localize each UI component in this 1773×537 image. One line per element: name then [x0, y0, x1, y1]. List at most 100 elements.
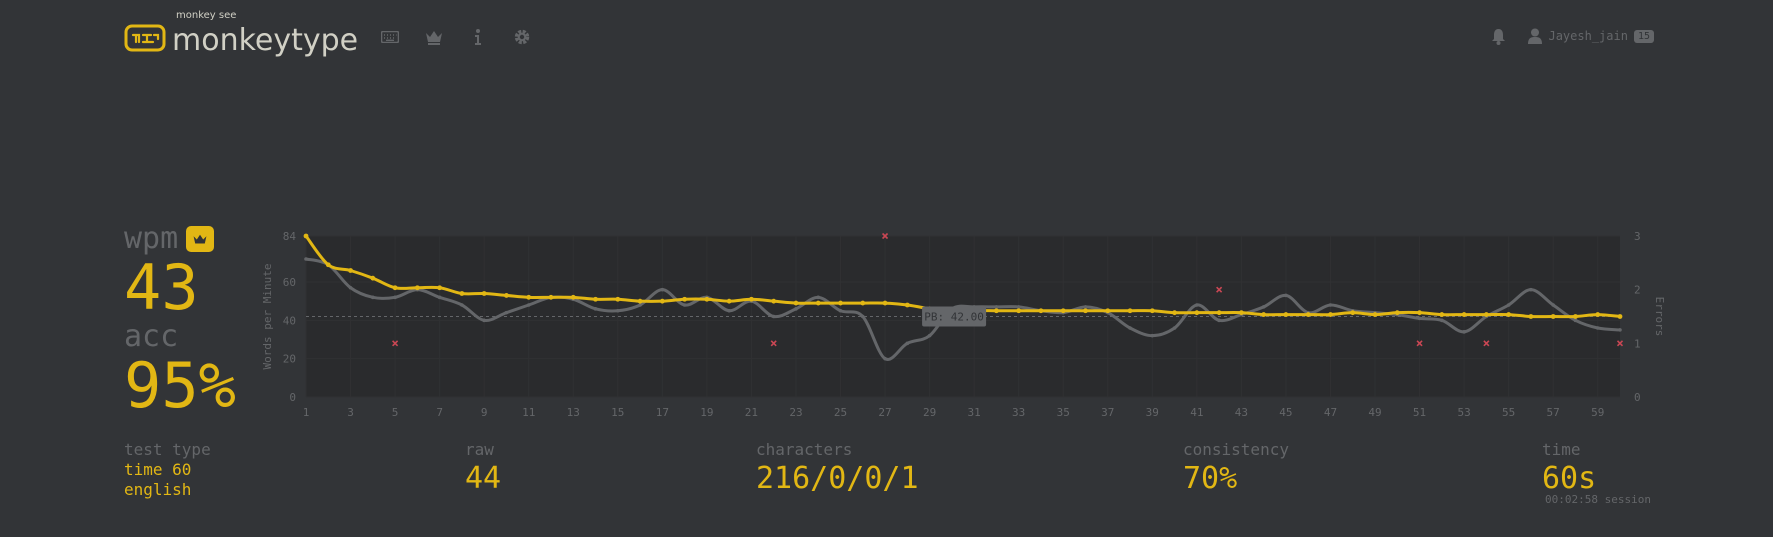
- wpm-point: [615, 296, 621, 302]
- y-tick-label: 20: [283, 353, 296, 366]
- wpm-point: [437, 285, 443, 291]
- y2-tick-label: 1: [1634, 337, 1641, 350]
- y2-tick-label: 3: [1634, 230, 1641, 243]
- consistency-stat: consistency 70%: [1183, 440, 1289, 498]
- pb-label: PB: 42.00: [924, 311, 984, 324]
- raw-point: [816, 295, 821, 300]
- gear-icon[interactable]: [511, 26, 533, 48]
- user-icon: [1528, 28, 1543, 44]
- y-tick-label: 60: [283, 276, 296, 289]
- x-tick-label: 55: [1502, 406, 1515, 419]
- top-bar: monkey see monkeytype Jayesh_jain 15: [124, 10, 1654, 60]
- x-tick-label: 1: [303, 406, 310, 419]
- raw-point: [615, 308, 620, 313]
- wpm-point: [1060, 308, 1066, 314]
- x-tick-label: 11: [522, 406, 535, 419]
- wpm-point: [392, 285, 398, 291]
- keyboard-icon[interactable]: [379, 26, 401, 48]
- wpm-point: [504, 293, 509, 298]
- x-tick-label: 57: [1547, 406, 1560, 419]
- x-tick-label: 21: [745, 406, 758, 419]
- wpm-point: [303, 233, 309, 239]
- error-mark: [770, 340, 777, 347]
- wpm-point: [481, 291, 487, 296]
- error-mark-stroke: [770, 340, 777, 347]
- raw-point: [1261, 305, 1266, 309]
- x-tick-label: 3: [347, 406, 354, 419]
- wpm-point: [593, 296, 598, 302]
- wpm-point: [704, 296, 710, 302]
- test-type-label: test type: [124, 440, 211, 459]
- wpm-point: [1194, 310, 1200, 316]
- raw-point: [727, 308, 731, 313]
- wpm-point: [1016, 308, 1022, 314]
- wpm-point: [1328, 312, 1333, 317]
- wpm-point: [771, 298, 777, 304]
- raw-point: [682, 303, 687, 307]
- wpm-point: [1439, 312, 1445, 317]
- raw-point: [1573, 318, 1578, 323]
- error-mark: [1616, 340, 1624, 347]
- wpm-point: [882, 300, 888, 306]
- x-tick-label: 35: [1057, 406, 1070, 419]
- account-button[interactable]: Jayesh_jain 15: [1528, 28, 1654, 44]
- wpm-point: [860, 300, 866, 306]
- raw-point: [437, 295, 442, 300]
- raw-point: [1462, 330, 1466, 334]
- logo-text: monkeytype: [172, 23, 359, 58]
- error-mark-stroke: [392, 340, 399, 347]
- raw-point: [1529, 287, 1533, 292]
- raw-point: [1440, 318, 1444, 323]
- wpm-point: [1528, 314, 1534, 319]
- raw-point: [1016, 305, 1021, 309]
- x-tick-label: 15: [611, 406, 624, 419]
- error-mark: [1483, 340, 1490, 347]
- wpm-point: [1595, 312, 1601, 317]
- raw-point: [526, 303, 531, 307]
- wpm-point: [726, 298, 732, 304]
- wpm-point: [1573, 314, 1578, 319]
- y-tick-label: 0: [289, 391, 296, 404]
- wpm-point: [1127, 308, 1133, 314]
- raw-point: [371, 295, 375, 300]
- wpm-point: [1394, 310, 1400, 316]
- raw-point: [1172, 326, 1177, 330]
- y-tick-label: 84: [283, 230, 297, 243]
- x-tick-label: 51: [1413, 406, 1426, 419]
- x-tick-label: 47: [1324, 406, 1337, 419]
- info-icon[interactable]: [467, 26, 489, 48]
- x-tick-label: 43: [1235, 406, 1248, 419]
- x-tick-label: 59: [1591, 406, 1604, 419]
- session-time: 00:02:58 session: [1545, 493, 1651, 506]
- bell-icon[interactable]: [1488, 26, 1508, 46]
- wpm-point: [1305, 312, 1311, 317]
- crown-icon[interactable]: [423, 26, 445, 48]
- y2-tick-label: 0: [1634, 391, 1641, 404]
- y-tick-label: 40: [283, 314, 296, 327]
- raw-point: [883, 356, 887, 361]
- error-mark-stroke: [1216, 286, 1223, 293]
- raw-point: [860, 314, 865, 319]
- raw-point: [1284, 293, 1288, 298]
- time-value: 60s: [1542, 461, 1597, 496]
- error-mark: [881, 232, 889, 240]
- logo[interactable]: monkey see monkeytype: [124, 10, 358, 60]
- wpm-point: [1172, 310, 1177, 316]
- error-mark-stroke: [881, 232, 889, 240]
- wpm-point: [1038, 308, 1044, 314]
- wpm-point: [570, 294, 576, 300]
- wpm-point: [526, 294, 532, 300]
- wpm-point: [1283, 312, 1289, 317]
- wpm-point: [1483, 312, 1489, 317]
- error-mark: [1216, 286, 1223, 293]
- logo-tagline: monkey see: [176, 10, 237, 21]
- raw-point: [1551, 303, 1555, 307]
- wpm-point: [1461, 312, 1467, 317]
- y2-tick-label: 2: [1634, 284, 1641, 297]
- raw-point: [482, 318, 486, 323]
- wpm-point: [904, 302, 910, 308]
- error-mark-stroke: [1416, 340, 1423, 347]
- wpm-point: [1149, 308, 1155, 314]
- raw-point: [1083, 305, 1088, 309]
